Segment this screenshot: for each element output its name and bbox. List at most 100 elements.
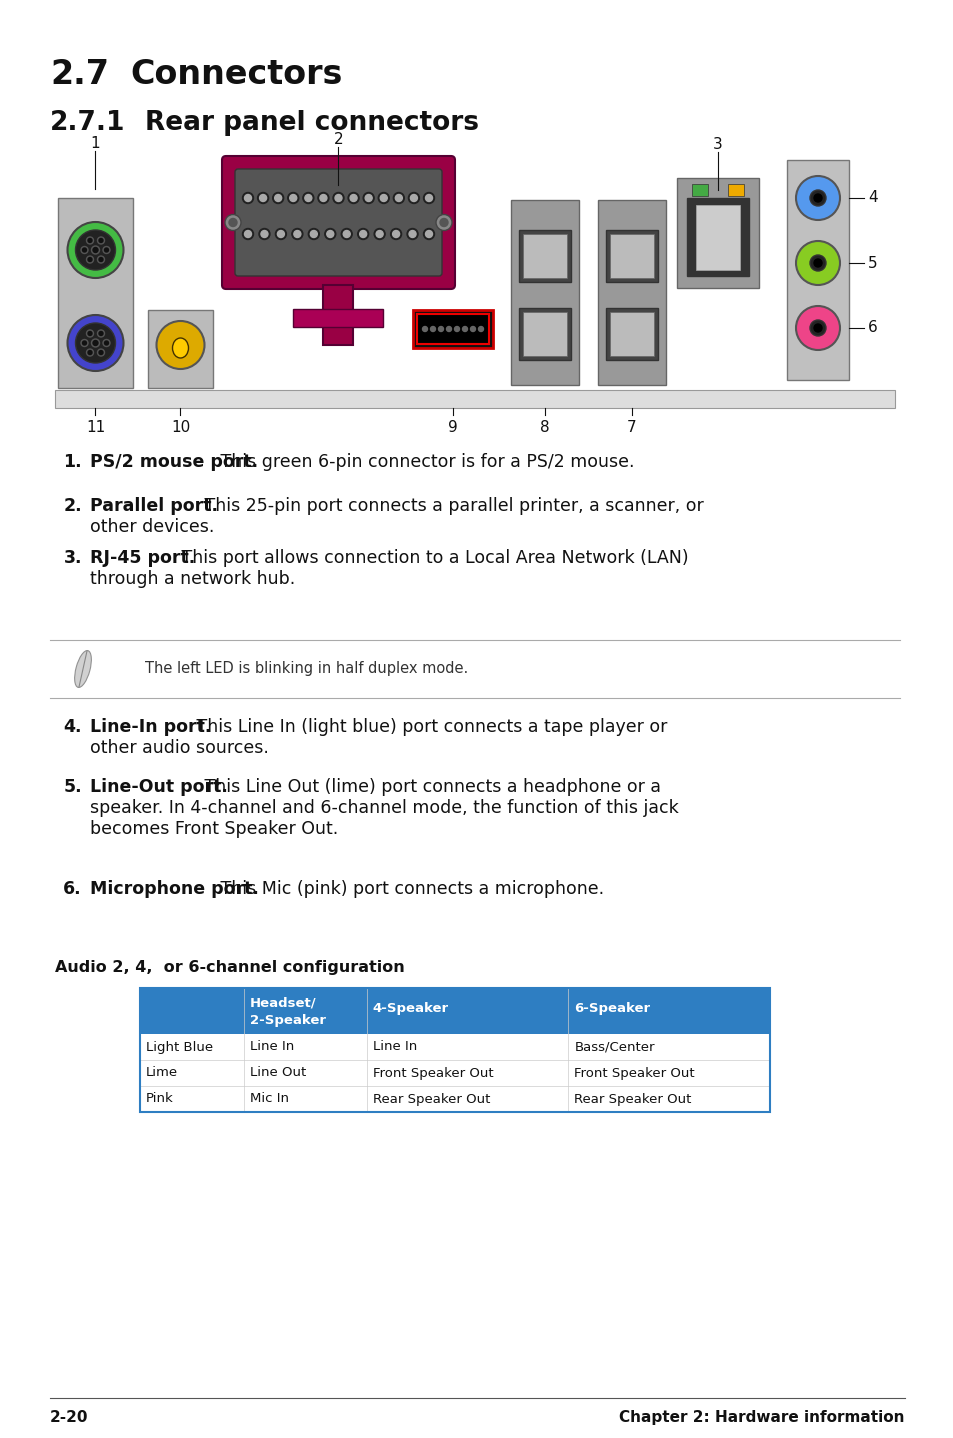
Circle shape <box>244 194 252 201</box>
Circle shape <box>275 229 286 240</box>
Text: becomes Front Speaker Out.: becomes Front Speaker Out. <box>90 820 338 838</box>
Circle shape <box>82 341 87 345</box>
Circle shape <box>156 321 204 370</box>
Circle shape <box>462 326 467 332</box>
Circle shape <box>81 246 88 253</box>
Text: This port allows connection to a Local Area Network (LAN): This port allows connection to a Local A… <box>175 549 688 567</box>
Circle shape <box>407 229 417 240</box>
Text: 4.: 4. <box>64 718 82 736</box>
Text: Rear panel connectors: Rear panel connectors <box>145 109 478 137</box>
Circle shape <box>87 256 93 263</box>
Bar <box>605 308 658 360</box>
Circle shape <box>365 194 372 201</box>
Circle shape <box>319 194 327 201</box>
Bar <box>55 390 894 408</box>
Text: Bass/Center: Bass/Center <box>574 1041 654 1054</box>
Circle shape <box>795 242 840 285</box>
Circle shape <box>357 229 368 240</box>
Ellipse shape <box>172 338 189 358</box>
Text: This Line In (light blue) port connects a tape player or: This Line In (light blue) port connects … <box>192 718 667 736</box>
Text: Line-Out port.: Line-Out port. <box>90 778 228 797</box>
Circle shape <box>393 193 404 204</box>
Bar <box>413 311 493 348</box>
Circle shape <box>333 193 344 204</box>
Circle shape <box>277 230 284 237</box>
Circle shape <box>377 193 389 204</box>
Text: Front Speaker Out: Front Speaker Out <box>373 1067 493 1080</box>
Circle shape <box>273 193 283 204</box>
Circle shape <box>470 326 475 332</box>
Bar <box>140 1034 769 1060</box>
Text: Chapter 2: Hardware information: Chapter 2: Hardware information <box>618 1411 904 1425</box>
Bar <box>148 311 213 388</box>
Circle shape <box>439 219 448 227</box>
Text: 11: 11 <box>86 420 105 436</box>
Circle shape <box>375 230 383 237</box>
Circle shape <box>105 341 109 345</box>
Circle shape <box>99 257 103 262</box>
Text: This green 6-pin connector is for a PS/2 mouse.: This green 6-pin connector is for a PS/2… <box>214 453 634 472</box>
Circle shape <box>274 194 281 201</box>
Circle shape <box>87 329 93 336</box>
Text: Headset/: Headset/ <box>250 997 316 1009</box>
Circle shape <box>446 326 451 332</box>
Circle shape <box>813 259 821 267</box>
Text: other devices.: other devices. <box>90 518 214 536</box>
Text: 2-Speaker: 2-Speaker <box>250 1014 326 1027</box>
Circle shape <box>261 230 268 237</box>
Text: 1.: 1. <box>63 453 82 472</box>
Circle shape <box>99 239 103 243</box>
Circle shape <box>68 315 123 371</box>
Circle shape <box>258 229 270 240</box>
Text: Lime: Lime <box>146 1067 178 1080</box>
Text: 10: 10 <box>171 420 190 436</box>
Circle shape <box>341 229 352 240</box>
Circle shape <box>68 221 123 278</box>
Circle shape <box>290 194 296 201</box>
Text: 6: 6 <box>867 321 877 335</box>
Bar <box>140 988 769 1112</box>
Bar <box>786 160 848 380</box>
Text: 2.: 2. <box>63 498 82 515</box>
Circle shape <box>348 193 358 204</box>
Text: 2: 2 <box>334 132 343 147</box>
Circle shape <box>809 321 825 336</box>
Circle shape <box>92 341 98 345</box>
Text: Mic In: Mic In <box>250 1093 289 1106</box>
Bar <box>58 198 132 388</box>
Text: This Line Out (lime) port connects a headphone or a: This Line Out (lime) port connects a hea… <box>199 778 660 797</box>
Text: Light Blue: Light Blue <box>146 1041 213 1054</box>
Circle shape <box>423 229 434 240</box>
Bar <box>416 313 489 344</box>
Circle shape <box>395 194 402 201</box>
Circle shape <box>225 214 241 230</box>
Circle shape <box>408 193 419 204</box>
Circle shape <box>438 326 443 332</box>
Bar <box>518 230 571 282</box>
Circle shape <box>409 230 416 237</box>
Circle shape <box>422 326 427 332</box>
Circle shape <box>410 194 417 201</box>
Bar <box>696 206 740 270</box>
Circle shape <box>292 229 302 240</box>
Bar <box>140 1086 769 1112</box>
Bar <box>598 200 665 385</box>
Text: Line Out: Line Out <box>250 1067 306 1080</box>
Text: Connectors: Connectors <box>130 58 342 91</box>
Circle shape <box>374 229 385 240</box>
Circle shape <box>244 230 252 237</box>
Bar <box>677 178 759 288</box>
Circle shape <box>305 194 312 201</box>
Bar <box>686 198 748 276</box>
Text: Microphone port.: Microphone port. <box>90 880 258 897</box>
Text: 8: 8 <box>539 420 549 436</box>
Circle shape <box>259 194 266 201</box>
Text: 2.7: 2.7 <box>50 58 109 91</box>
Text: Rear Speaker Out: Rear Speaker Out <box>373 1093 490 1106</box>
Circle shape <box>87 237 93 244</box>
Circle shape <box>359 230 366 237</box>
Circle shape <box>81 339 88 347</box>
Circle shape <box>324 229 335 240</box>
Text: 9: 9 <box>448 420 457 436</box>
Circle shape <box>88 239 91 243</box>
